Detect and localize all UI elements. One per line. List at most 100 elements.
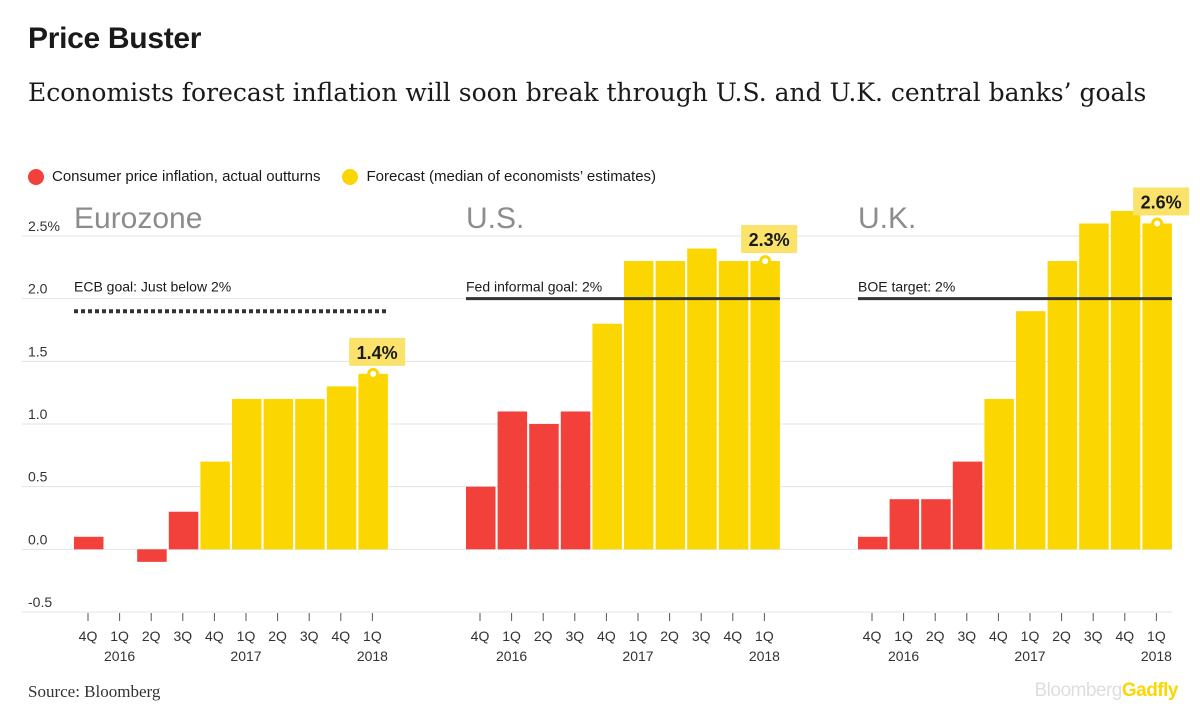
x-tick-label: 1Q	[237, 628, 256, 644]
x-year-label: 2016	[496, 648, 527, 664]
chart-subtitle: Economists forecast inflation will soon …	[28, 78, 1147, 107]
bar-forecast	[200, 461, 230, 550]
brand-part2: Gadfly	[1121, 680, 1179, 701]
x-tick-label: 2Q	[1052, 628, 1071, 644]
y-tick-label: 1.0	[28, 406, 48, 422]
x-year-label: 2016	[104, 648, 135, 664]
bar-actual	[858, 536, 888, 550]
bar-forecast	[326, 386, 357, 550]
y-tick-label: 1.5	[28, 343, 48, 359]
y-tick-label: -0.5	[28, 594, 52, 610]
bar-forecast	[592, 323, 622, 550]
x-tick-label: 3Q	[173, 628, 192, 644]
x-tick-label: 2Q	[142, 628, 161, 644]
bar-forecast	[624, 261, 654, 550]
x-tick-label: 4Q	[331, 628, 350, 644]
brand-part1: Bloomberg	[1034, 680, 1122, 701]
x-tick-label: 1Q	[1021, 628, 1040, 644]
x-tick-label: 4Q	[79, 628, 98, 644]
y-tick-label: 0.0	[28, 531, 48, 547]
brand-logo: BloombergGadfly	[1034, 680, 1178, 702]
bar-actual	[497, 411, 528, 550]
bar-actual	[529, 424, 559, 550]
x-tick-label: 3Q	[300, 628, 319, 644]
bar-forecast	[1142, 223, 1172, 550]
bar-actual	[168, 511, 199, 550]
callout-marker	[1151, 217, 1164, 230]
bar-actual	[921, 499, 951, 550]
legend: Consumer price inflation, actual outturn…	[28, 168, 678, 185]
x-tick-label: 4Q	[989, 628, 1008, 644]
bar-forecast	[750, 261, 780, 550]
callout-marker	[367, 367, 380, 380]
bar-forecast	[1110, 210, 1141, 550]
x-tick-label: 4Q	[1115, 628, 1134, 644]
bar-actual	[889, 499, 920, 550]
bar-forecast	[687, 248, 717, 550]
legend-swatch-actual	[28, 168, 44, 185]
x-tick-label: 4Q	[597, 628, 616, 644]
bar-forecast	[1079, 223, 1109, 550]
y-tick-label: 0.5	[28, 469, 48, 485]
x-tick-label: 3Q	[565, 628, 584, 644]
x-tick-label: 2Q	[926, 628, 945, 644]
bar-actual	[74, 536, 104, 550]
bar-actual	[466, 486, 496, 550]
x-tick-label: 2Q	[534, 628, 553, 644]
x-tick-label: 1Q	[502, 628, 521, 644]
goal-label: Fed informal goal: 2%	[466, 279, 602, 295]
bar-forecast	[1016, 311, 1046, 550]
callout-box	[1133, 187, 1190, 216]
goal-label: ECB goal: Just below 2%	[74, 279, 231, 295]
source-note: Source: Bloomberg	[28, 682, 161, 701]
x-tick-label: 1Q	[363, 628, 382, 644]
bar-forecast	[358, 373, 388, 550]
x-year-label: 2018	[357, 648, 388, 664]
bar-forecast	[718, 261, 749, 550]
x-year-label: 2018	[749, 648, 780, 664]
bar-actual	[952, 461, 983, 550]
bar-forecast	[1047, 261, 1078, 550]
goal-label: BOE target: 2%	[858, 279, 955, 295]
panel-title: Eurozone	[74, 202, 202, 235]
x-tick-label: 4Q	[205, 628, 224, 644]
x-tick-label: 4Q	[471, 628, 490, 644]
x-tick-label: 4Q	[863, 628, 882, 644]
x-tick-label: 2Q	[660, 628, 679, 644]
legend-swatch-forecast	[342, 168, 359, 185]
panel-title: U.S.	[466, 202, 524, 235]
callout-box	[349, 337, 406, 366]
x-tick-label: 3Q	[1084, 628, 1103, 644]
x-tick-label: 2Q	[268, 628, 287, 644]
bar-forecast	[232, 398, 262, 550]
x-year-label: 2017	[1014, 648, 1045, 664]
y-tick-label: 2.5%	[28, 218, 60, 234]
panel-title: U.K.	[858, 202, 916, 235]
bar-forecast	[984, 398, 1014, 550]
legend-item-actual: Consumer price inflation, actual outturn…	[28, 168, 320, 185]
y-tick-label: 2.0	[28, 281, 48, 297]
callout-label: 1.4%	[357, 343, 398, 363]
x-tick-label: 1Q	[894, 628, 913, 644]
legend-label-forecast: Forecast (median of economists’ estimate…	[366, 168, 657, 185]
chart-title: Price Buster	[28, 22, 202, 55]
callout-label: 2.3%	[749, 230, 790, 250]
callout-box	[741, 225, 798, 254]
legend-item-forecast: Forecast (median of economists’ estimate…	[342, 168, 656, 185]
x-tick-label: 1Q	[629, 628, 648, 644]
bar-forecast	[295, 398, 325, 550]
x-tick-label: 3Q	[692, 628, 711, 644]
callout-marker	[759, 255, 772, 268]
bar-forecast	[263, 398, 294, 550]
x-tick-label: 1Q	[1147, 628, 1166, 644]
x-tick-label: 3Q	[957, 628, 976, 644]
callout-label: 2.6%	[1141, 192, 1182, 212]
bar-forecast	[655, 261, 686, 550]
x-tick-label: 1Q	[110, 628, 129, 644]
bar-actual	[560, 411, 591, 550]
x-tick-label: 1Q	[755, 628, 774, 644]
x-year-label: 2016	[888, 648, 919, 664]
legend-label-actual: Consumer price inflation, actual outturn…	[52, 168, 321, 185]
x-tick-label: 4Q	[723, 628, 742, 644]
